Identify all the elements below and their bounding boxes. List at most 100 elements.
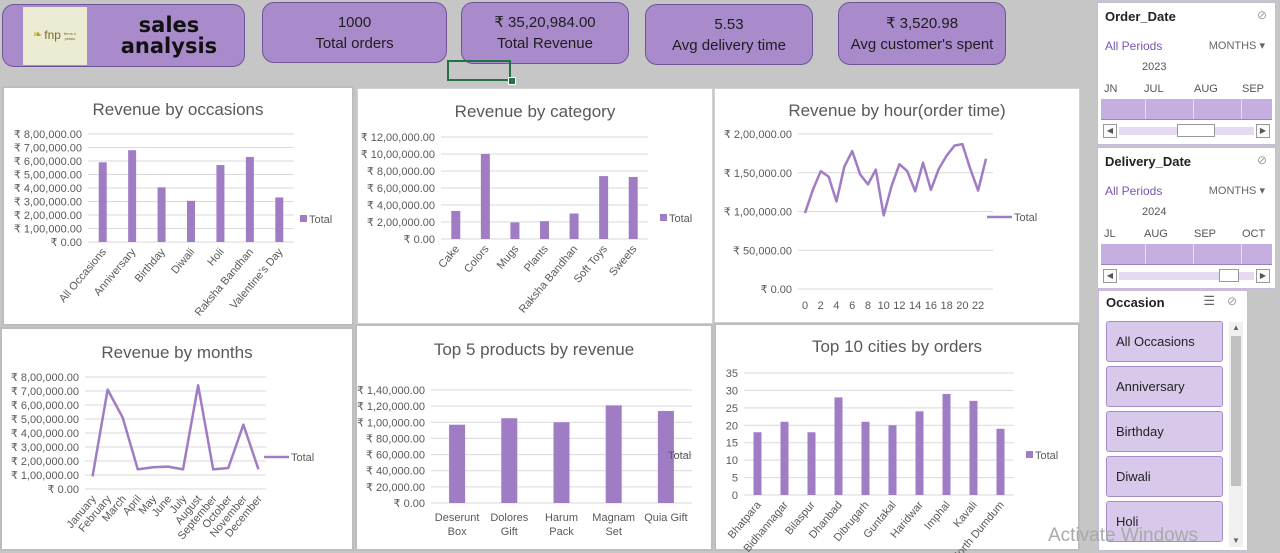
clear-filter-icon[interactable]: ⊘ <box>1226 294 1237 308</box>
chart-title: Top 5 products by revenue <box>433 340 635 359</box>
chart-top-5-products[interactable]: Top 5 products by revenue ₹ 0.00 ₹ 20,000… <box>355 324 713 551</box>
bar <box>157 187 166 242</box>
y-tick-label: 20 <box>726 420 738 432</box>
bar <box>451 210 461 239</box>
time-level-dropdown[interactable]: MONTHS ▾ <box>1208 40 1265 52</box>
scroll-thumb[interactable] <box>1177 124 1215 137</box>
chart-canvas: ₹ 0.00₹ 1,00,000.00₹ 2,00,000.00₹ 3,00,0… <box>11 372 314 542</box>
y-tick-label: ₹ 50,000.00 <box>733 245 792 257</box>
scroll-thumb[interactable] <box>1219 269 1239 282</box>
y-tick-label: ₹ 7,00,000.00 <box>11 386 79 398</box>
year-label: 2024 <box>1142 206 1167 218</box>
clear-filter-icon[interactable]: ⊘ <box>1256 8 1267 22</box>
occasion-item-birthday[interactable]: Birthday <box>1106 411 1223 452</box>
year-label: 2023 <box>1142 61 1167 73</box>
x-tick-label: Deserunt <box>435 512 480 524</box>
bar <box>275 197 284 242</box>
chart-revenue-by-category[interactable]: Revenue by category ₹ 0.00 ₹ 2,00,000.00 ₹… <box>357 88 713 324</box>
x-tick-label: Birthday <box>133 246 168 285</box>
bar <box>915 411 924 495</box>
occasion-item-diwali[interactable]: Diwali <box>1106 456 1223 497</box>
kpi-value: 1000 <box>337 13 372 31</box>
occasion-scrollbar[interactable]: ▲ ▼ <box>1229 322 1243 547</box>
active-cell-selection[interactable] <box>447 60 511 81</box>
x-tick-label: 2 <box>818 300 824 312</box>
scroll-up-icon[interactable]: ▲ <box>1232 323 1240 332</box>
legend-label: Total <box>1014 212 1037 224</box>
order-date-timeline-slicer[interactable]: Order_Date ⊘ All Periods MONTHS ▾ 2023 J… <box>1097 2 1276 145</box>
timeline-scrollbar[interactable]: ◀ ▶ <box>1103 269 1270 283</box>
y-tick-label: ₹ 7,00,000.00 <box>14 143 82 155</box>
occasion-item-anniversary[interactable]: Anniversary <box>1106 366 1223 407</box>
y-tick-label: ₹ 6,00,000.00 <box>367 183 435 195</box>
month-label: SEP <box>1242 83 1265 95</box>
occasion-item-holi[interactable]: Holi <box>1106 501 1223 542</box>
x-tick-label: Sweets <box>607 243 640 279</box>
multi-select-icon[interactable]: ☰ <box>1203 293 1215 308</box>
chart-revenue-by-occasions[interactable]: Revenue by occasions ₹ 0.00 ₹ 1,00,000.00… <box>2 86 354 326</box>
chart-revenue-by-hour[interactable]: Revenue by hour(order time) ₹ 0.00 ₹ 50,0… <box>714 88 1080 323</box>
timeline-bar[interactable] <box>1101 244 1272 265</box>
all-periods-label: All Periods <box>1105 39 1163 53</box>
x-tick-label: 10 <box>878 300 890 312</box>
y-tick-label: ₹ 1,00,000.00 <box>724 207 792 219</box>
series-line <box>91 384 260 477</box>
chart-top-10-cities[interactable]: Top 10 cities by orders 0 5 10 15 20 25 30 35 Bh… <box>714 323 1080 553</box>
kpi-total-revenue: ₹ 35,20,984.00 Total Revenue <box>461 2 629 64</box>
occasion-slicer[interactable]: Occasion ☰ ⊘ All Occasions Anniversary B… <box>1098 290 1248 551</box>
chart-canvas: ₹ 0.00 ₹ 50,000.00 ₹ 1,00,000.00 ₹ 1,50,000… <box>724 129 1037 312</box>
kpi-avg-delivery-time: 5.53 Avg delivery time <box>645 4 813 65</box>
bar <box>449 424 466 503</box>
x-tick-label: Diwali <box>169 246 197 276</box>
timeline-scrollbar[interactable]: ◀ ▶ <box>1103 124 1270 138</box>
bar <box>553 422 570 503</box>
bar <box>996 428 1005 495</box>
bar <box>98 162 107 242</box>
occasion-item-all-occasions[interactable]: All Occasions <box>1106 321 1223 362</box>
dashboard-title-tile: ❧ fnp ferns n petals sales analysis <box>2 4 245 67</box>
delivery-date-timeline-slicer[interactable]: Delivery_Date ⊘ All Periods MONTHS ▾ 202… <box>1097 147 1276 289</box>
x-tick-label: Set <box>605 526 622 538</box>
y-tick-label: ₹ 40,000.00 <box>366 466 425 478</box>
chart-revenue-by-months[interactable]: Revenue by months ₹ 0.00 ₹ 1,00,000.00 ₹ 2… <box>0 327 354 551</box>
y-tick-label: ₹ 8,00,000.00 <box>11 372 79 384</box>
x-tick-label: 18 <box>941 300 953 312</box>
y-tick-label: 5 <box>732 473 738 485</box>
bar <box>753 432 762 495</box>
all-periods-label: All Periods <box>1105 184 1163 198</box>
y-tick-label: ₹ 6,00,000.00 <box>11 400 79 412</box>
y-tick-label: ₹ 10,00,000.00 <box>361 149 435 161</box>
bar <box>969 400 978 495</box>
x-tick-label: 20 <box>956 300 968 312</box>
y-tick-label: 10 <box>726 455 738 467</box>
kpi-total-orders: 1000 Total orders <box>262 2 447 63</box>
y-tick-label: ₹ 1,00,000.00 <box>357 417 425 429</box>
x-tick-label: Harum <box>545 512 578 524</box>
scroll-left-icon[interactable]: ◀ <box>1103 124 1117 138</box>
chart-title: Top 10 cities by orders <box>811 337 983 356</box>
fill-handle[interactable] <box>508 77 516 85</box>
scroll-left-icon[interactable]: ◀ <box>1103 269 1117 283</box>
legend-label: Total <box>309 214 332 226</box>
kpi-label: Total orders <box>315 34 394 52</box>
y-tick-label: ₹ 6,00,000.00 <box>14 156 82 168</box>
bar <box>569 213 579 239</box>
legend-label: Total <box>668 450 691 462</box>
time-level-dropdown[interactable]: MONTHS ▾ <box>1208 185 1265 197</box>
kpi-value: 5.53 <box>714 15 744 33</box>
scroll-thumb[interactable] <box>1231 336 1241 486</box>
month-label: JN <box>1104 83 1118 95</box>
kpi-label: Avg customer's spent <box>850 35 994 53</box>
scroll-right-icon[interactable]: ▶ <box>1256 124 1270 138</box>
y-tick-label: ₹ 5,00,000.00 <box>14 170 82 182</box>
y-tick-label: ₹ 3,00,000.00 <box>14 197 82 209</box>
scroll-down-icon[interactable]: ▼ <box>1232 536 1240 545</box>
scroll-right-icon[interactable]: ▶ <box>1256 269 1270 283</box>
fnp-logo: ❧ fnp ferns n petals <box>23 6 87 65</box>
y-tick-label: ₹ 12,00,000.00 <box>361 132 435 144</box>
bar <box>861 421 870 495</box>
chart-canvas: ₹ 0.00₹ 1,00,000.00₹ 2,00,000.00₹ 3,00,0… <box>14 129 332 319</box>
timeline-bar[interactable] <box>1101 99 1272 120</box>
clear-filter-icon[interactable]: ⊘ <box>1256 153 1267 167</box>
chart-canvas: 05101520253035BhatparaBidhannagarBilaspu… <box>726 368 1059 553</box>
